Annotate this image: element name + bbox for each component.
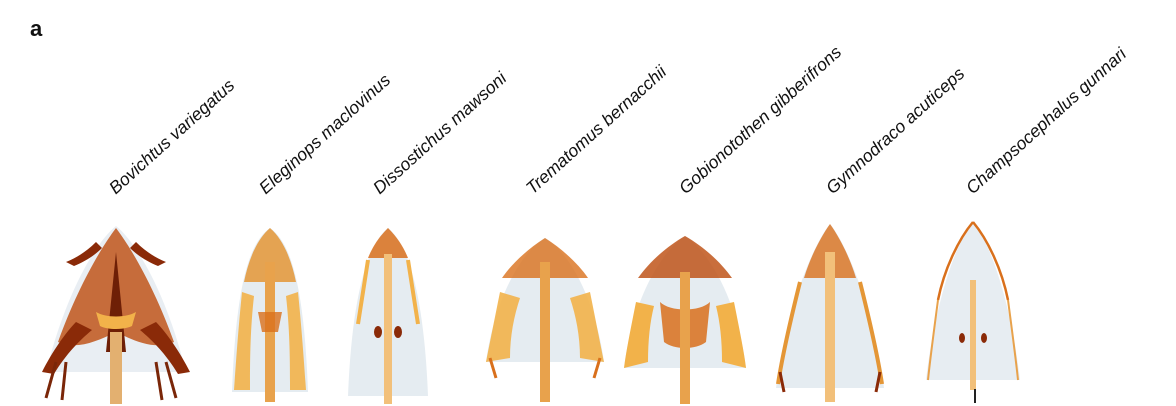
species-label-gymnodraco: Gymnodraco acuticeps	[821, 63, 969, 198]
skull-scan-gobionotothen	[624, 236, 746, 404]
skull-scan-dissostichus	[348, 228, 428, 404]
skull-scan-eleginops	[232, 228, 308, 402]
skull-scan-bovichtus	[42, 226, 190, 404]
species-label-dissostichus: Dissostichus mawsoni	[368, 67, 511, 198]
species-label-trematomus: Trematomus bernacchii	[521, 61, 671, 198]
species-label-bovichtus: Bovichtus variegatus	[104, 74, 239, 198]
skull-scan-gymnodraco	[776, 224, 884, 402]
skull-scan-champsocephalus	[926, 221, 1020, 390]
skull-scan-trematomus	[486, 238, 604, 402]
scale-bar	[974, 389, 976, 403]
panel-label: a	[30, 16, 43, 41]
species-label-gobionotothen: Gobionotothen gibberifrons	[674, 41, 846, 198]
species-label-champsocephalus: Champsocephalus gunnari	[961, 43, 1131, 198]
